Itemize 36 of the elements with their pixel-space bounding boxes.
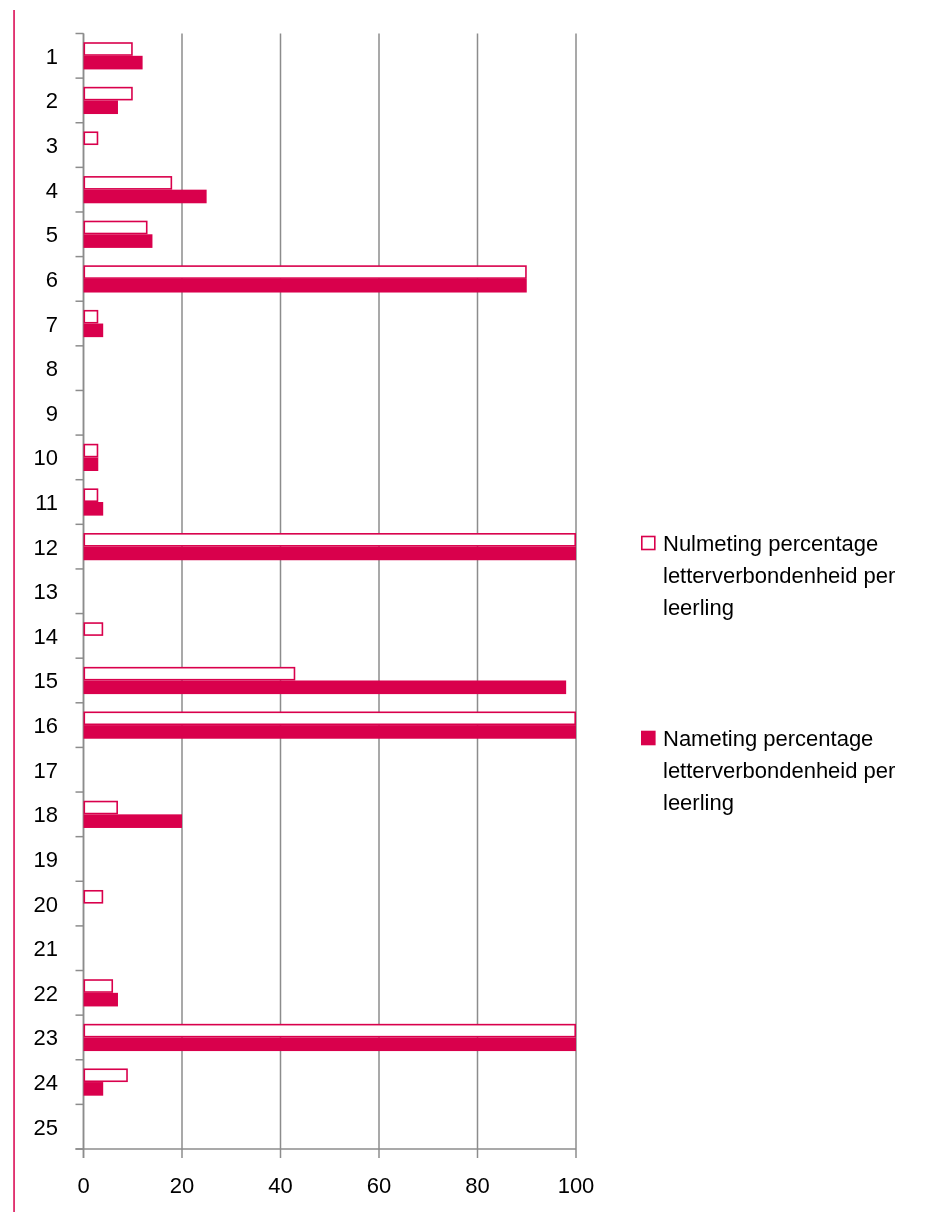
x-tick-label: 100 (557, 1172, 595, 1198)
y-tick-label: 14 (33, 623, 58, 649)
y-tick-label: 13 (33, 578, 58, 604)
y-tick-label: 8 (45, 355, 58, 381)
y-tick-label: 22 (33, 980, 58, 1006)
y-tick-label: 17 (33, 757, 58, 783)
y-tick-label: 9 (45, 400, 58, 426)
x-tick-label: 0 (77, 1172, 90, 1198)
y-tick-label: 19 (33, 846, 58, 872)
y-tick-label: 10 (33, 444, 58, 470)
bar (83, 622, 104, 636)
x-tick-label: 40 (268, 1172, 293, 1198)
y-tick-label: 24 (33, 1069, 58, 1095)
y-tick-label: 2 (45, 87, 58, 113)
y-tick-label: 12 (33, 534, 58, 560)
y-tick-label: 3 (45, 132, 58, 158)
x-tick-label: 80 (465, 1172, 490, 1198)
x-tick-label: 20 (169, 1172, 195, 1198)
legend-label: Nulmeting percentage letterverbondenheid per leerling (663, 530, 896, 620)
y-tick-label: 11 (35, 489, 58, 515)
bar (83, 889, 104, 904)
x-tick-label: 60 (366, 1172, 392, 1198)
bar (83, 131, 99, 146)
y-tick-label: 20 (33, 891, 58, 917)
y-tick-label: 7 (45, 311, 58, 337)
y-tick-label: 21 (33, 935, 58, 961)
legend-label: Nameting percentage letterverbondenheid per leerling (663, 725, 896, 815)
y-tick-label: 23 (33, 1024, 58, 1050)
y-tick-label: 6 (45, 266, 58, 292)
y-tick-label: 18 (33, 801, 58, 827)
y-tick-label: 1 (45, 43, 58, 69)
y-tick-label: 4 (45, 177, 58, 203)
y-tick-label: 16 (33, 712, 58, 738)
y-tick-label: 15 (33, 667, 58, 693)
y-tick-label: 25 (33, 1114, 58, 1140)
y-tick-label: 5 (45, 221, 58, 247)
